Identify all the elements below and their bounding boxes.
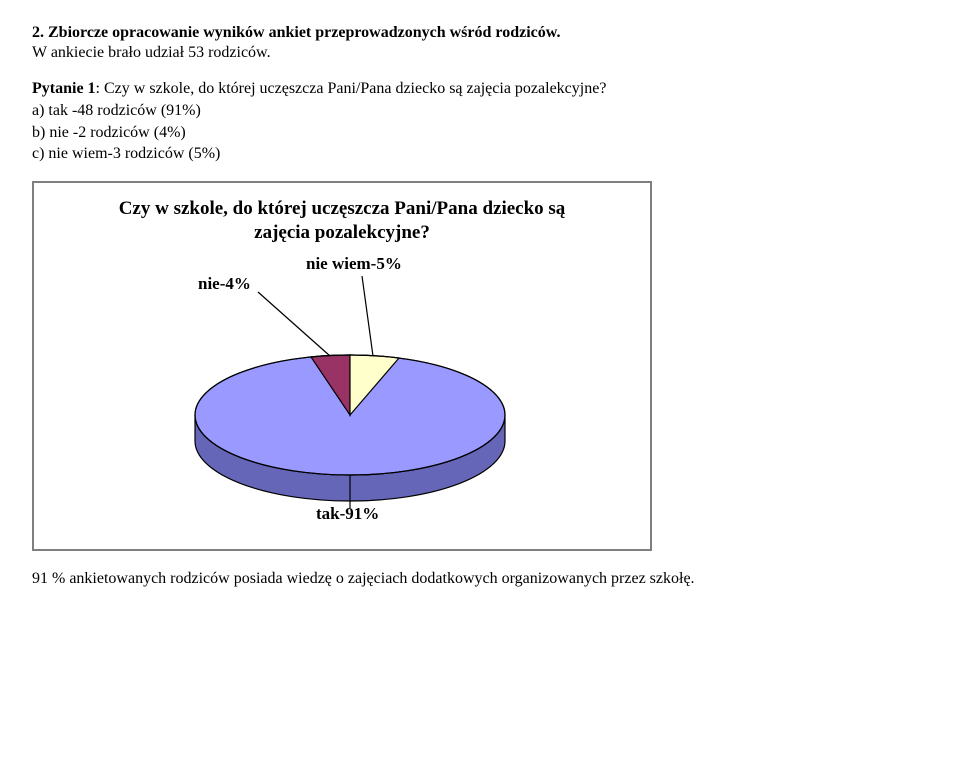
chart-title: Czy w szkole, do której uczęszcza Pani/P… xyxy=(50,197,634,245)
section-subheading: W ankiecie brało udział 53 rodziców. xyxy=(32,44,928,62)
answer-b: b) nie -2 rodziców (4%) xyxy=(32,122,928,144)
question-1: Pytanie 1: Czy w szkole, do której uczęs… xyxy=(32,80,928,98)
pie-chart-svg xyxy=(50,250,640,530)
label-niewiem: nie wiem-5% xyxy=(306,254,402,274)
section-heading: 2. Zbiorcze opracowanie wyników ankiet p… xyxy=(32,24,928,42)
conclusion-text: 91 % ankietowanych rodziców posiada wied… xyxy=(32,569,928,590)
chart-title-line1: Czy w szkole, do której uczęszcza Pani/P… xyxy=(119,198,566,219)
leader-niewiem xyxy=(362,276,373,356)
answers-list: a) tak -48 rodziców (91%) b) nie -2 rodz… xyxy=(32,100,928,165)
answer-c: c) nie wiem-3 rodziców (5%) xyxy=(32,143,928,165)
label-nie: nie-4% xyxy=(198,274,251,294)
question-text: Czy w szkole, do której uczęszcza Pani/P… xyxy=(104,80,606,97)
chart-area: nie-4% nie wiem-5% tak-91% xyxy=(50,250,634,530)
question-label: Pytanie 1 xyxy=(32,80,96,97)
leader-nie xyxy=(258,292,330,356)
answer-a: a) tak -48 rodziców (91%) xyxy=(32,100,928,122)
label-tak: tak-91% xyxy=(316,504,379,524)
pie-chart-container: Czy w szkole, do której uczęszcza Pani/P… xyxy=(32,181,652,551)
chart-title-line2: zajęcia pozalekcyjne? xyxy=(254,222,430,243)
question-colon: : xyxy=(96,80,104,97)
